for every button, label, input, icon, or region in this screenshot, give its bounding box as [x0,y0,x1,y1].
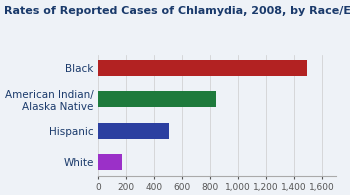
Bar [98,154,122,170]
Bar [98,123,169,139]
Text: Rates of Reported Cases of Chlamydia, 2008, by Race/Ethnicity: Rates of Reported Cases of Chlamydia, 20… [4,6,350,16]
Bar [98,91,216,107]
Bar [98,60,307,76]
